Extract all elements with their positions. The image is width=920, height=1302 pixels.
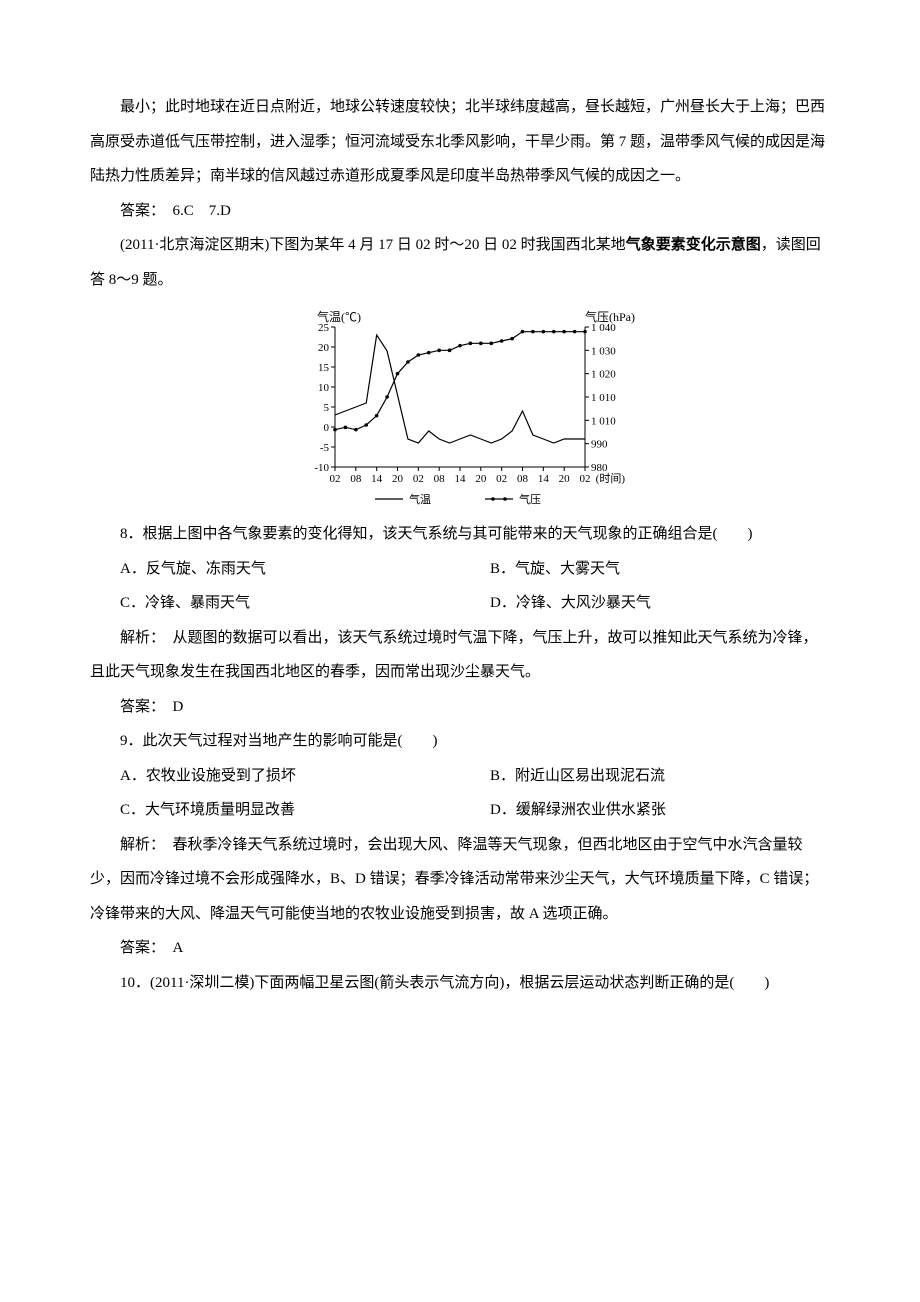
svg-text:20: 20 — [559, 473, 571, 485]
svg-text:02: 02 — [413, 473, 424, 485]
q9-explanation: 解析： 春秋季冷锋天气系统过境时，会出现大风、降温等天气现象，但西北地区由于空气… — [90, 828, 830, 932]
svg-text:1 030: 1 030 — [591, 345, 616, 357]
q8-9-source-text: (2011·北京海淀区期末)下图为某年 4 月 17 日 02 时～20 日 0… — [120, 237, 626, 253]
svg-text:-10: -10 — [314, 462, 329, 474]
svg-text:14: 14 — [371, 473, 383, 485]
q8-option-b: B．气旋、大雾天气 — [460, 552, 830, 587]
context-paragraph: 最小；此时地球在近日点附近，地球公转速度较快；北半球纬度越高，昼长越短，广州昼长… — [90, 90, 830, 194]
svg-text:990: 990 — [591, 439, 608, 451]
svg-text:10: 10 — [318, 382, 330, 394]
svg-text:20: 20 — [318, 342, 330, 354]
svg-text:1 010: 1 010 — [591, 392, 616, 404]
q8-option-a: A．反气旋、冻雨天气 — [90, 552, 460, 587]
svg-text:1 010: 1 010 — [591, 415, 616, 427]
svg-text:08: 08 — [350, 473, 362, 485]
svg-text:(时间): (时间) — [596, 472, 626, 485]
weather-chart: 气温(℃)气压(hPa)-10-505101520259809901 0101 … — [280, 309, 640, 509]
q9-options-row1: A．农牧业设施受到了损坏 B．附近山区易出现泥石流 — [90, 759, 830, 794]
svg-text:20: 20 — [392, 473, 404, 485]
q9-option-b: B．附近山区易出现泥石流 — [460, 759, 830, 794]
q8-explanation: 解析： 从题图的数据可以看出，该天气系统过境时气温下降，气压上升，故可以推知此天… — [90, 621, 830, 690]
svg-text:25: 25 — [318, 322, 330, 334]
svg-text:02: 02 — [580, 473, 591, 485]
q10-stem: 10．(2011·深圳二模)下面两幅卫星云图(箭头表示气流方向)，根据云层运动状… — [90, 966, 830, 1001]
q9-option-a: A．农牧业设施受到了损坏 — [90, 759, 460, 794]
q8-options-row2: C．冷锋、暴雨天气 D．冷锋、大风沙暴天气 — [90, 586, 830, 621]
svg-text:14: 14 — [538, 473, 550, 485]
svg-text:1 020: 1 020 — [591, 369, 616, 381]
q8-option-c: C．冷锋、暴雨天气 — [90, 586, 460, 621]
svg-text:08: 08 — [434, 473, 446, 485]
q9-stem: 9．此次天气过程对当地产生的影响可能是( ) — [90, 724, 830, 759]
svg-text:0: 0 — [324, 422, 330, 434]
svg-text:02: 02 — [330, 473, 341, 485]
svg-text:气温: 气温 — [409, 492, 431, 506]
q8-options-row1: A．反气旋、冻雨天气 B．气旋、大雾天气 — [90, 552, 830, 587]
q8-9-source: (2011·北京海淀区期末)下图为某年 4 月 17 日 02 时～20 日 0… — [90, 228, 830, 297]
answer-6-7: 答案： 6.C 7.D — [90, 194, 830, 229]
q9-options-row2: C．大气环境质量明显改善 D．缓解绿洲农业供水紧张 — [90, 793, 830, 828]
svg-text:15: 15 — [318, 362, 330, 374]
q8-option-d: D．冷锋、大风沙暴天气 — [460, 586, 830, 621]
q9-option-d: D．缓解绿洲农业供水紧张 — [460, 793, 830, 828]
chart-container: 气温(℃)气压(hPa)-10-505101520259809901 0101 … — [90, 309, 830, 509]
answer-9: 答案： A — [90, 931, 830, 966]
svg-text:14: 14 — [455, 473, 467, 485]
svg-text:气压: 气压 — [519, 492, 541, 506]
q8-9-source-bold: 气象要素变化示意图 — [626, 237, 761, 253]
svg-text:5: 5 — [324, 402, 330, 414]
svg-text:-5: -5 — [320, 442, 330, 454]
answer-8: 答案： D — [90, 690, 830, 725]
svg-text:02: 02 — [496, 473, 507, 485]
svg-text:08: 08 — [517, 473, 529, 485]
q9-option-c: C．大气环境质量明显改善 — [90, 793, 460, 828]
q8-stem: 8．根据上图中各气象要素的变化得知，该天气系统与其可能带来的天气现象的正确组合是… — [90, 517, 830, 552]
svg-text:20: 20 — [475, 473, 487, 485]
svg-text:1 040: 1 040 — [591, 322, 616, 334]
